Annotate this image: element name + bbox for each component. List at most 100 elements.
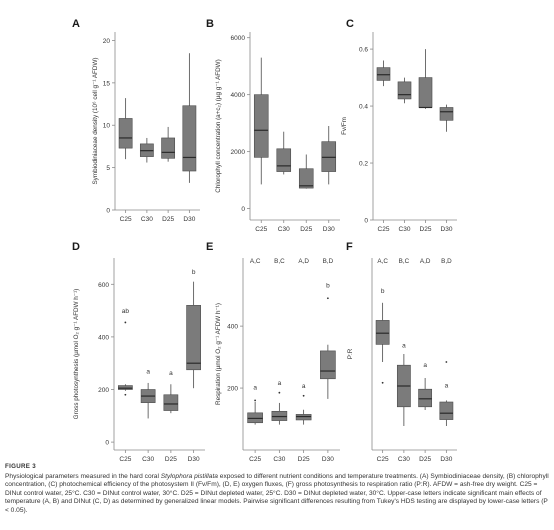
outlier-point (326, 297, 329, 300)
y-tick-label: 400 (227, 324, 238, 331)
upper-case-letter: B,D (323, 258, 334, 265)
y-tick-label: 400 (98, 334, 109, 341)
y-tick-label: 0.2 (359, 161, 368, 168)
box-d30 (320, 344, 336, 399)
x-tick-label: D25 (162, 216, 174, 223)
lower-case-letter: a (402, 343, 406, 350)
box-d30 (321, 126, 337, 185)
x-tick-label: C30 (398, 456, 410, 463)
box-d30 (439, 400, 454, 426)
box-iqr (163, 394, 179, 411)
box-iqr (439, 401, 454, 420)
lower-case-letter: ab (122, 308, 130, 315)
panel-letter: E (206, 241, 213, 253)
y-axis-label: Respiration (µmol O₂ g⁻¹ AFDW h⁻¹) (215, 303, 222, 405)
y-tick-label: 6000 (231, 35, 246, 42)
x-tick-label: C25 (377, 456, 389, 463)
outlier-point (124, 393, 127, 396)
x-tick-label: D30 (188, 456, 200, 463)
panel-letter: D (72, 241, 80, 253)
box-d25 (418, 49, 433, 109)
box-c25 (118, 384, 133, 391)
x-tick-label: C25 (119, 456, 131, 463)
x-tick-label: D25 (419, 456, 431, 463)
lower-case-letter: a (445, 383, 449, 390)
panel-f: F P:R C25 C30 D25 D30 A,C B,C A,D B,D b a a a (346, 241, 457, 463)
box-iqr (186, 305, 201, 371)
lower-case-letter: b (381, 288, 385, 295)
y-axis-label: Chlorophyll concentration (a+c₂) (µg g⁻¹… (215, 59, 222, 192)
x-tick-label: D30 (441, 226, 453, 233)
y-tick-label: 200 (98, 387, 109, 394)
panel-c: C 0 0.2 0.4 0.6 Fv/Fm C25 C30 D25 D30 (341, 18, 457, 233)
x-tick-label: C25 (255, 226, 267, 233)
box-c25 (247, 402, 263, 425)
x-tick-label: D25 (300, 226, 312, 233)
x-tick-label: D30 (323, 226, 335, 233)
box-iqr (298, 168, 314, 189)
caption-rest: exposed to different nutrient conditions… (5, 472, 549, 514)
box-c30 (397, 77, 412, 104)
panel-b: B 0 2000 4000 6000 Chlorophyll concentration … (206, 18, 340, 233)
box-iqr (439, 107, 454, 121)
x-tick-label: D30 (322, 456, 334, 463)
y-tick-label: 0 (364, 218, 368, 225)
box-c30 (139, 137, 154, 163)
box-c25 (118, 98, 133, 160)
box-iqr (118, 385, 133, 390)
outlier-point (302, 394, 305, 397)
lower-case-letter: a (169, 370, 173, 377)
x-tick-label: C30 (142, 456, 154, 463)
y-axis-label: Fv/Fm (341, 117, 348, 135)
y-tick-label: 0.6 (359, 47, 368, 54)
x-tick-label: C30 (278, 226, 290, 233)
x-tick-label: C30 (141, 216, 153, 223)
box-d25 (418, 378, 433, 410)
outlier-point (278, 391, 281, 394)
box-d25 (161, 126, 176, 162)
panel-letter: A (72, 18, 80, 30)
panel-d: D 0 200 400 600 Gross photosynthesis (µmol O₂… (72, 241, 205, 463)
panel-a: A 0 5 10 15 20 Symbiodiniaceae density (10⁶ ce… (72, 18, 200, 223)
upper-case-letter: A,D (298, 258, 309, 265)
y-tick-label: 0 (106, 208, 110, 215)
x-tick-label: D25 (165, 456, 177, 463)
lower-case-letter: a (423, 362, 427, 369)
panel-letter: F (346, 241, 353, 253)
box-c30 (140, 382, 156, 419)
box-d30 (439, 104, 454, 132)
box-d30 (186, 281, 201, 389)
box-iqr (295, 414, 312, 421)
box-iqr (375, 320, 390, 345)
box-iqr (253, 94, 269, 158)
box-c30 (396, 354, 411, 426)
box-c25 (253, 57, 269, 185)
box-iqr (418, 388, 433, 408)
caption-species: Stylophora pistillata (160, 472, 218, 480)
box-iqr (376, 67, 391, 81)
lower-case-letter: a (253, 385, 257, 392)
x-tick-label: D30 (183, 216, 195, 223)
panel-e: E 200 400 Respiration (µmol O₂ g⁻¹ AFDW h⁻¹… (206, 241, 340, 463)
box-iqr (247, 412, 263, 424)
x-tick-label: D25 (298, 456, 310, 463)
box-c25 (375, 302, 390, 362)
outlier-point (124, 321, 127, 324)
x-tick-label: C25 (378, 226, 390, 233)
lower-case-letter: a (302, 383, 306, 390)
box-iqr (320, 350, 336, 380)
box-d25 (295, 409, 312, 425)
outlier-point (445, 361, 448, 363)
lower-case-letter: b (192, 269, 196, 276)
box-d25 (163, 384, 179, 414)
outlier-point (254, 399, 257, 402)
lower-case-letter: a (278, 380, 282, 387)
box-iqr (118, 118, 133, 149)
y-tick-label: 0 (241, 206, 245, 213)
upper-case-letter: B,C (399, 258, 410, 265)
y-tick-label: 2000 (231, 149, 246, 156)
x-tick-label: D30 (440, 456, 452, 463)
box-iqr (182, 105, 197, 172)
box-c30 (271, 402, 288, 425)
x-tick-label: C25 (120, 216, 132, 223)
